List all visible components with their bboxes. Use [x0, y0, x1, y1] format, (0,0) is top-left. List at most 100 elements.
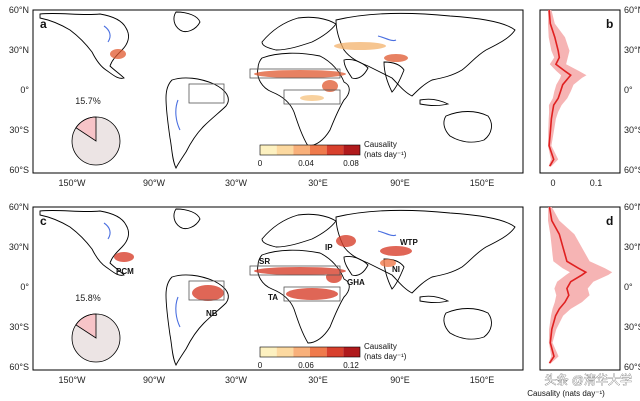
lon-tick: 90°E [390, 375, 410, 385]
patch-nb [192, 285, 224, 301]
colorbar-swatch [310, 145, 327, 155]
coast-india [383, 61, 405, 93]
pie-value-slice [75, 116, 97, 142]
map-region-boxes [188, 265, 341, 302]
panel-a-lon-ticks: 150°W 90°W 30°W 30°E 90°E 150°E [58, 178, 494, 188]
colorbar-swatch [343, 347, 360, 357]
coast-europe [261, 213, 337, 248]
panel-c-region-labels: PCM NB SR TA IP GHA WTP NI [116, 238, 418, 318]
colorbar-c-tick: 0 [258, 361, 263, 370]
colorbar-c-tick: 0.12 [343, 361, 359, 370]
colorbar-swatch [310, 347, 327, 357]
lat-tick: 60°N [9, 202, 29, 212]
colorbar-swatch [260, 347, 277, 357]
patch-ni [380, 259, 396, 267]
patch-sr [254, 267, 346, 275]
colorbar-outline [259, 346, 361, 358]
colorbar-c-label: Causality [364, 342, 397, 351]
lat-tick: 30°S [9, 125, 29, 135]
panel-label-a: a [40, 17, 47, 31]
lat-tick: 30°S [624, 125, 640, 135]
contour-pacific-ne [103, 222, 111, 240]
panel-a-lat-ticks: 60°N 30°N 0° 30°S 60°S [9, 5, 30, 175]
box-sr [249, 265, 341, 276]
lat-tick: 0° [624, 282, 633, 292]
panel-c-pie [71, 313, 121, 363]
coast-indonesia [419, 295, 450, 303]
patch-mexico [110, 49, 126, 59]
coast-arabia [343, 59, 369, 79]
colorbar-swatch [276, 347, 294, 357]
colorbar-outline [259, 144, 361, 156]
lat-tick: 0° [624, 85, 633, 95]
colorbar-a-unit: (nats day⁻¹) [364, 150, 407, 159]
region-label-gha: GHA [347, 278, 365, 287]
lon-tick: 150°W [58, 178, 86, 188]
region-label-ni: NI [392, 265, 400, 274]
colorbar-swatch [293, 145, 310, 155]
lat-tick: 0° [20, 85, 29, 95]
coast-south-america [165, 77, 229, 170]
lat-tick: 60°S [624, 362, 640, 372]
lat-tick: 30°N [624, 45, 640, 55]
panel-c-colorbar [259, 346, 361, 358]
lat-tick: 30°N [9, 242, 29, 252]
lat-tick: 60°N [624, 202, 640, 212]
coast-africa [257, 249, 350, 344]
profile-d-band [548, 207, 613, 364]
contour-pacific-se [175, 296, 181, 328]
coast-north-america [39, 209, 129, 276]
coast-north-america [39, 12, 129, 79]
lat-tick: 60°S [624, 165, 640, 175]
region-label-wtp: WTP [400, 238, 418, 247]
colorbar-a-tick: 0.08 [343, 159, 359, 168]
colorbar-c-tick: 0.06 [298, 361, 314, 370]
colorbar-swatch [276, 145, 294, 155]
lon-tick: 30°E [308, 375, 328, 385]
panel-label-d: d [606, 214, 613, 228]
colorbar-swatch [293, 347, 310, 357]
lat-tick: 60°N [9, 5, 29, 15]
panel-d-lat-ticks: 60°N 30°N 0° 30°S 60°S [624, 202, 640, 372]
panel-a-pie [71, 116, 121, 166]
lat-tick: 60°S [9, 362, 29, 372]
lon-tick: 30°W [225, 178, 248, 188]
pie-a-label: 15.7% [75, 96, 101, 106]
coast-australia [443, 308, 492, 340]
lon-tick: 90°W [143, 375, 166, 385]
lon-tick: 150°E [470, 178, 495, 188]
lat-tick: 30°S [9, 322, 29, 332]
lat-tick: 60°N [624, 5, 640, 15]
map-region-boxes [188, 68, 341, 105]
coast-greenland [173, 11, 201, 33]
map-coastlines [39, 11, 516, 170]
patch-east-africa [322, 80, 338, 92]
patch-south-africa [300, 95, 324, 101]
colorbar-a-label: Causality [364, 140, 397, 149]
coast-europe [261, 16, 337, 51]
panel-d-profile [539, 206, 621, 371]
colorbar-swatch [326, 145, 344, 155]
colorbar-swatch [260, 145, 277, 155]
patch-tibet [384, 54, 408, 62]
box-ta [283, 89, 341, 105]
box-sr [249, 68, 341, 79]
map-ocean-contours [103, 25, 397, 131]
box-ta [283, 286, 341, 302]
colorbar-swatch [326, 347, 344, 357]
region-label-nb: NB [206, 309, 218, 318]
x-tick: 0.1 [590, 178, 603, 188]
contour-pacific-ne [103, 25, 111, 43]
pie-c-label: 15.8% [75, 293, 101, 303]
panel-c-lon-ticks: 150°W 90°W 30°W 30°E 90°E 150°E [58, 375, 494, 385]
map-causality-patches [110, 42, 408, 101]
coast-arabia [343, 256, 369, 276]
map-causality-patches [114, 235, 412, 301]
patch-gha [326, 271, 342, 283]
box-nb [188, 280, 225, 301]
pie-value-slice [75, 313, 97, 339]
contour-pacific-se [175, 99, 181, 131]
patch-wtp [380, 246, 412, 256]
profile-b-line [548, 9, 572, 167]
